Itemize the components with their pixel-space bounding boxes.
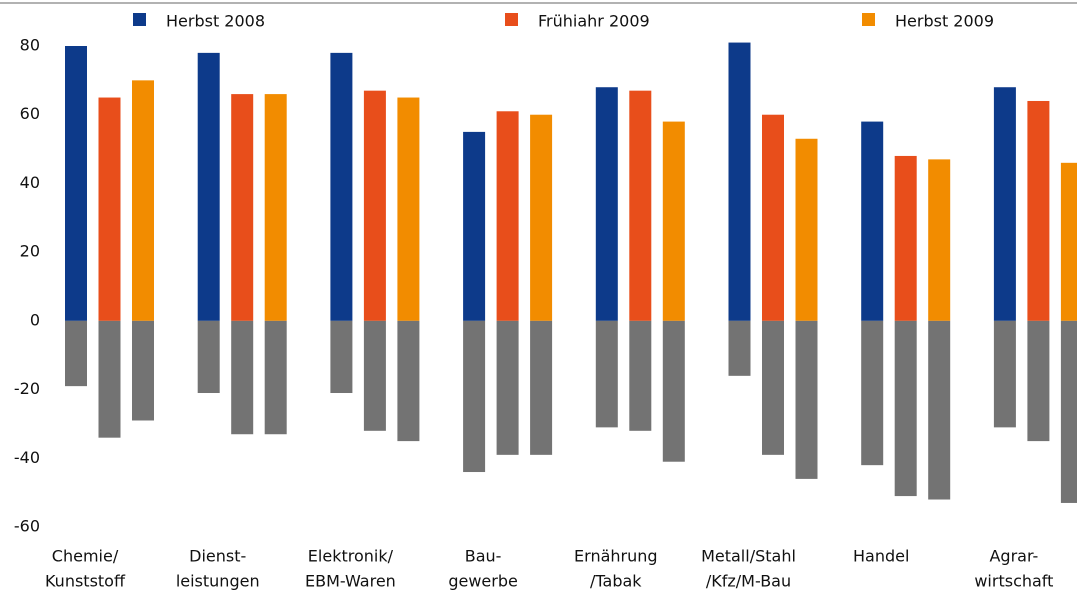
x-tick-label: Ernährung bbox=[574, 547, 658, 566]
bar bbox=[463, 320, 486, 473]
bar bbox=[397, 97, 420, 321]
bar bbox=[595, 320, 618, 428]
x-tick-label: Agrar- bbox=[989, 547, 1038, 566]
y-tick-label: 40 bbox=[20, 173, 40, 192]
bar bbox=[1060, 162, 1077, 321]
y-tick-label: 60 bbox=[20, 104, 40, 123]
y-tick-label: 0 bbox=[30, 310, 40, 329]
bar bbox=[762, 320, 784, 455]
bar bbox=[98, 97, 121, 321]
x-tick-label: Bau- bbox=[465, 547, 502, 566]
bar bbox=[1027, 320, 1050, 442]
legend-label: Herbst 2008 bbox=[166, 12, 265, 31]
x-tick-label: EBM-Waren bbox=[305, 572, 396, 591]
bar bbox=[762, 114, 784, 321]
legend-swatch bbox=[862, 13, 875, 26]
bar bbox=[496, 320, 519, 455]
bar bbox=[197, 52, 220, 321]
bar bbox=[330, 52, 353, 321]
bar bbox=[993, 87, 1016, 321]
y-tick-label: -60 bbox=[14, 517, 40, 536]
bar bbox=[397, 320, 420, 442]
x-tick-label: wirtschaft bbox=[974, 572, 1053, 591]
bar bbox=[928, 159, 951, 321]
bar bbox=[463, 131, 486, 321]
bar bbox=[530, 114, 553, 321]
x-tick-label: Chemie/ bbox=[52, 547, 119, 566]
x-tick-label: Kunststoff bbox=[45, 572, 126, 591]
legend-label: Frühiahr 2009 bbox=[538, 12, 650, 31]
bar bbox=[629, 90, 652, 321]
y-tick-label: -40 bbox=[14, 448, 40, 467]
bar bbox=[65, 320, 87, 387]
bar bbox=[595, 87, 618, 321]
legend-swatch bbox=[133, 13, 146, 26]
bar bbox=[861, 320, 884, 466]
x-tick-label: leistungen bbox=[176, 572, 260, 591]
bar bbox=[264, 320, 287, 435]
y-tick-label: 80 bbox=[20, 36, 40, 55]
bar bbox=[65, 46, 87, 321]
bar bbox=[496, 111, 519, 321]
bar bbox=[231, 94, 254, 321]
bar bbox=[662, 320, 685, 462]
x-tick-label: Handel bbox=[853, 547, 909, 566]
x-tick-label: Dienst- bbox=[189, 547, 246, 566]
x-tick-label: Metall/Stahl bbox=[701, 547, 796, 566]
bar bbox=[98, 320, 121, 438]
bar bbox=[197, 320, 220, 394]
bar bbox=[728, 42, 751, 321]
x-tick-label: gewerbe bbox=[448, 572, 518, 591]
bar bbox=[264, 94, 287, 321]
bar bbox=[928, 320, 951, 500]
bar bbox=[530, 320, 553, 455]
legend-swatch bbox=[505, 13, 518, 26]
x-tick-label: /Kfz/M-Bau bbox=[706, 572, 791, 591]
bar bbox=[993, 320, 1016, 428]
x-tick-label: /Tabak bbox=[590, 572, 642, 591]
bar bbox=[894, 155, 917, 321]
bar bbox=[861, 121, 884, 321]
bar bbox=[728, 320, 751, 376]
bar bbox=[363, 90, 386, 321]
bar bbox=[132, 320, 154, 421]
bar bbox=[894, 320, 917, 497]
bar bbox=[363, 320, 386, 431]
legend-label: Herbst 2009 bbox=[895, 12, 994, 31]
bar bbox=[1027, 100, 1050, 321]
bar bbox=[795, 320, 818, 479]
y-tick-label: -20 bbox=[14, 379, 40, 398]
y-tick-label: 20 bbox=[20, 242, 40, 261]
bar bbox=[330, 320, 353, 394]
x-tick-label: Elektronik/ bbox=[308, 547, 394, 566]
bar bbox=[662, 121, 685, 321]
bar bbox=[795, 138, 818, 321]
bar bbox=[231, 320, 254, 435]
bar bbox=[629, 320, 652, 431]
bar bbox=[132, 80, 154, 321]
bar bbox=[1060, 320, 1077, 503]
